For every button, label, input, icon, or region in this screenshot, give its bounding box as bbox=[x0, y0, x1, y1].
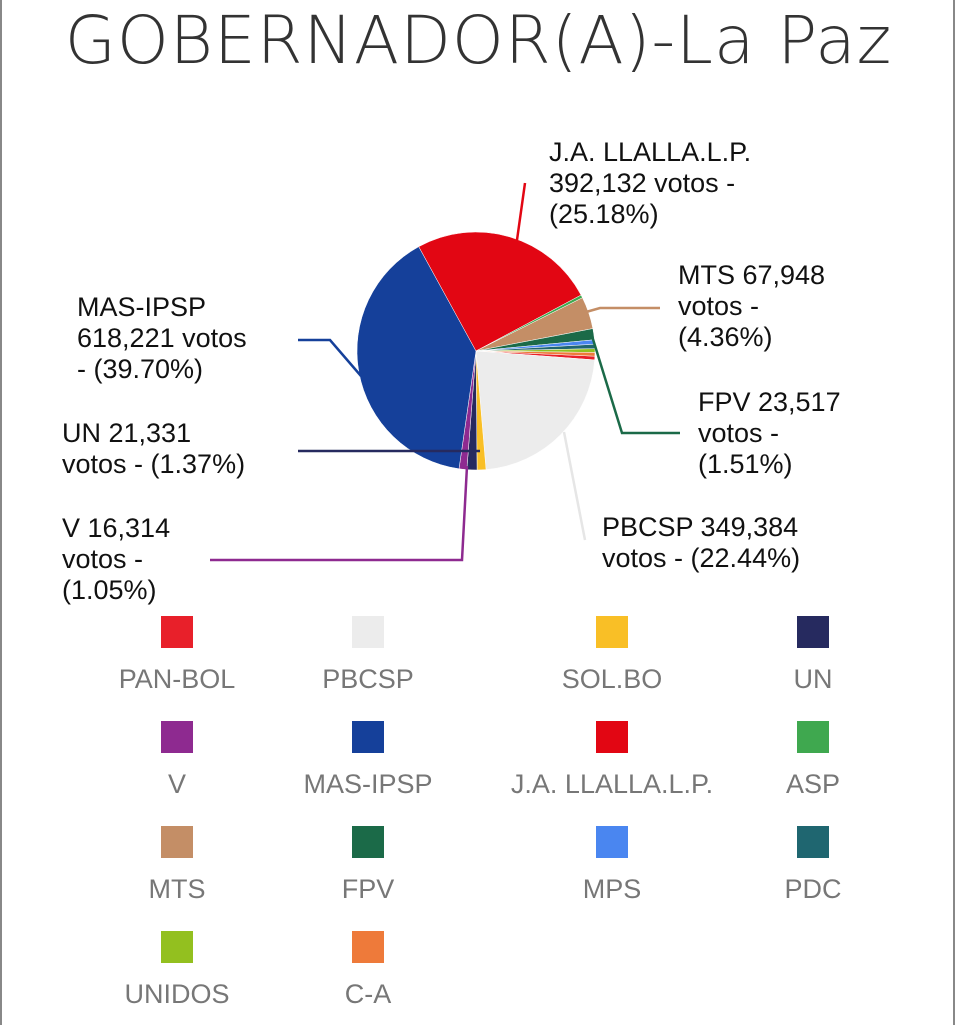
label-line: (25.18%) bbox=[549, 199, 659, 229]
legend-label: J.A. LLALLA.L.P. bbox=[510, 769, 714, 799]
label-line: votos - bbox=[678, 291, 760, 321]
legend-item[interactable]: UNIDOS bbox=[57, 931, 297, 1010]
legend-swatch bbox=[797, 721, 829, 753]
legend-swatch bbox=[352, 616, 384, 648]
label-pbcsp: PBCSP 349,384 votos - (22.44%) bbox=[602, 512, 800, 574]
legend-swatch bbox=[352, 931, 384, 963]
legend-swatch bbox=[352, 721, 384, 753]
pie-slice-pbcsp bbox=[475, 350, 595, 470]
label-line: UN 21,331 bbox=[62, 418, 192, 448]
pie-slice-c-a bbox=[475, 350, 596, 357]
label-line: MTS 67,948 bbox=[678, 260, 826, 290]
label-mts: MTS 67,948 votos - (4.36%) bbox=[678, 260, 825, 353]
label-fpv: FPV 23,517 votos - (1.51%) bbox=[698, 387, 841, 480]
label-line: MAS-IPSP bbox=[77, 292, 207, 322]
legend-item[interactable]: ASP bbox=[693, 721, 933, 800]
legend-label: UNIDOS bbox=[124, 979, 230, 1009]
legend-label: C-A bbox=[344, 979, 392, 1009]
legend-item[interactable]: PBCSP bbox=[248, 616, 488, 695]
legend-label: PAN-BOL bbox=[118, 664, 236, 694]
legend-label: SOL.BO bbox=[561, 664, 663, 694]
pie-slice-j-a-llalla-l-p- bbox=[418, 231, 582, 352]
leader-line-ja bbox=[515, 182, 527, 241]
label-line: PBCSP 349,384 bbox=[602, 512, 799, 542]
label-mas: MAS-IPSP 618,221 votos - (39.70%) bbox=[77, 292, 247, 385]
legend-label: PBCSP bbox=[322, 664, 414, 694]
legend-label: MPS bbox=[582, 874, 642, 904]
chart-title: GOBERNADOR(A)-La Paz bbox=[64, 2, 893, 79]
legend-swatch bbox=[797, 616, 829, 648]
legend-swatch bbox=[161, 931, 193, 963]
label-line: FPV 23,517 bbox=[698, 387, 841, 417]
legend-label: ASP bbox=[785, 769, 841, 799]
legend-item[interactable]: MPS bbox=[492, 826, 732, 905]
legend-label: UN bbox=[793, 664, 833, 694]
label-line: votos - bbox=[698, 418, 780, 448]
legend-item[interactable]: MTS bbox=[57, 826, 297, 905]
legend-item[interactable]: FPV bbox=[248, 826, 488, 905]
label-v: V 16,314 votos - (1.05%) bbox=[62, 513, 170, 606]
label-line: votos - bbox=[62, 544, 144, 574]
label-un: UN 21,331 votos - (1.37%) bbox=[62, 418, 245, 480]
legend-label: FPV bbox=[341, 874, 395, 904]
leader-line-v bbox=[210, 465, 469, 562]
legend-item[interactable]: PDC bbox=[693, 826, 933, 905]
legend-swatch bbox=[596, 721, 628, 753]
legend-swatch bbox=[596, 616, 628, 648]
label-line: (1.05%) bbox=[62, 575, 157, 605]
legend-swatch bbox=[596, 826, 628, 858]
leader-line-pbcsp bbox=[562, 431, 587, 541]
leader-line-mas bbox=[298, 338, 362, 377]
label-line: - (39.70%) bbox=[77, 354, 204, 384]
legend-item[interactable]: SOL.BO bbox=[492, 616, 732, 695]
label-line: (1.51%) bbox=[698, 449, 793, 479]
legend-item[interactable]: UN bbox=[693, 616, 933, 695]
legend-item[interactable]: PAN-BOL bbox=[57, 616, 297, 695]
legend-swatch bbox=[161, 826, 193, 858]
legend-label: V bbox=[167, 769, 186, 799]
label-line: (4.36%) bbox=[678, 322, 773, 352]
legend-item[interactable]: MAS-IPSP bbox=[248, 721, 488, 800]
legend-label: PDC bbox=[784, 874, 842, 904]
legend-item[interactable]: J.A. LLALLA.L.P. bbox=[492, 721, 732, 800]
label-line: V 16,314 bbox=[62, 513, 171, 543]
legend-swatch bbox=[161, 721, 193, 753]
legend-item[interactable]: V bbox=[57, 721, 297, 800]
label-line: J.A. LLALLA.L.P. bbox=[549, 137, 752, 167]
legend-swatch bbox=[797, 826, 829, 858]
label-line: 618,221 votos bbox=[77, 323, 247, 353]
label-line: votos - (1.37%) bbox=[62, 449, 246, 479]
label-ja: J.A. LLALLA.L.P. 392,132 votos - (25.18%… bbox=[549, 137, 751, 230]
leader-line-mts bbox=[585, 306, 660, 314]
legend-swatch bbox=[352, 826, 384, 858]
leader-line-fpv bbox=[590, 335, 680, 435]
label-line: 392,132 votos - bbox=[549, 168, 736, 198]
legend-label: MAS-IPSP bbox=[303, 769, 433, 799]
legend-item[interactable]: C-A bbox=[248, 931, 488, 1010]
legend-swatch bbox=[161, 616, 193, 648]
legend-label: MTS bbox=[148, 874, 206, 904]
label-line: votos - (22.44%) bbox=[602, 543, 801, 573]
